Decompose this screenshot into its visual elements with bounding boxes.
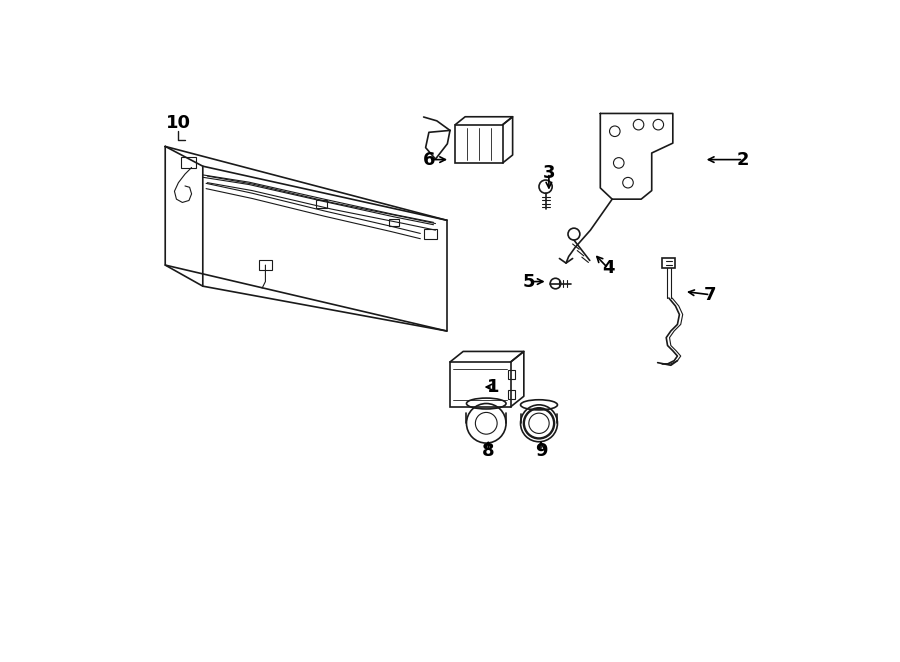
Text: 7: 7 [704,286,716,304]
Bar [455,124,503,163]
Bar [450,362,510,407]
Bar [316,200,327,208]
Bar [508,390,515,399]
Text: 5: 5 [523,273,536,291]
Bar [508,370,515,379]
Text: 10: 10 [166,115,191,132]
Bar [181,157,195,167]
Bar [424,230,436,239]
Text: 4: 4 [602,260,615,277]
Text: 6: 6 [423,150,436,169]
Bar [259,260,272,270]
Bar [390,219,399,226]
Text: 9: 9 [535,442,547,460]
Text: 1: 1 [487,378,500,396]
Bar [662,258,676,268]
Text: 8: 8 [482,442,494,460]
Text: 3: 3 [543,164,555,182]
Text: 2: 2 [737,150,750,169]
